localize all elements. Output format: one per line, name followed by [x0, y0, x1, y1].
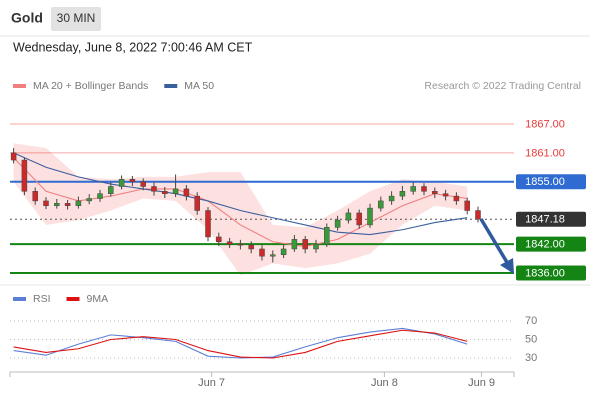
candle-body: [302, 239, 308, 250]
candle-body: [108, 186, 114, 194]
candle-body: [237, 243, 244, 246]
candle-body: [291, 239, 298, 250]
candle-body: [216, 236, 222, 243]
candle-body: [86, 198, 92, 202]
candle-body: [356, 212, 362, 226]
legend-label: RSI: [33, 293, 51, 305]
level-label: 1861.00: [525, 147, 565, 159]
candle-body: [194, 195, 200, 211]
candle-body: [97, 193, 103, 199]
legend-label: 9MA: [87, 293, 109, 305]
level-label: 1867.00: [525, 118, 565, 130]
candle-body: [226, 241, 233, 245]
x-tick-label: Jun 8: [371, 377, 398, 389]
candle-body: [129, 179, 136, 182]
x-tick-label: Jun 9: [468, 377, 495, 389]
candle-body: [43, 200, 49, 206]
candle-body: [205, 210, 211, 238]
candle-body: [64, 203, 71, 206]
level-label: 1855.00: [525, 176, 565, 188]
candle-body: [259, 248, 265, 257]
arrow-head: [500, 258, 514, 274]
level-box: [516, 174, 586, 190]
candle-body: [151, 186, 157, 192]
candle-body: [118, 179, 125, 187]
candle-body: [313, 243, 319, 250]
candle-body: [280, 248, 287, 255]
candle-body: [324, 227, 330, 245]
candle-body: [75, 200, 82, 206]
candle-body: [475, 210, 481, 220]
candle-body: [54, 203, 60, 206]
ma-line: [13, 152, 468, 236]
candle-body: [32, 191, 38, 202]
candle-body: [453, 195, 460, 202]
level-box: [516, 265, 586, 281]
datetime: Wednesday, June 8, 2022 7:00:46 AM CET: [13, 40, 253, 54]
level-label: 1836.00: [525, 267, 565, 279]
timeframe-button[interactable]: [51, 7, 101, 31]
timeframe-label[interactable]: 30 MIN: [57, 11, 96, 25]
candle-body: [378, 200, 384, 209]
candle-body: [183, 188, 190, 197]
source: Research © 2022 Trading Central: [424, 80, 581, 92]
forecast-arrow: [479, 218, 514, 274]
level-label: 1847.18: [525, 214, 565, 226]
candle-body: [399, 191, 406, 197]
y-tick-label: 70: [525, 315, 537, 327]
y-tick-label: 50: [525, 333, 537, 345]
candle-body: [421, 186, 427, 192]
indicator-line: [13, 327, 468, 359]
level-box: [516, 211, 586, 227]
y-tick-label: 30: [525, 352, 537, 364]
candle-body: [162, 191, 168, 194]
legend-label: MA 50: [184, 80, 214, 92]
candle-body: [248, 244, 254, 250]
x-tick-label: Jun 7: [198, 377, 225, 389]
candle-body: [270, 254, 276, 257]
symbol: Gold: [11, 10, 43, 26]
candle-body: [21, 159, 28, 192]
legend-label: MA 20 + Bollinger Bands: [33, 80, 148, 92]
candle-body: [388, 195, 395, 202]
candle-body: [367, 207, 373, 226]
candle-body: [464, 200, 470, 211]
candle-body: [345, 212, 352, 221]
arrow-shaft: [479, 218, 510, 265]
level-box: [516, 236, 586, 252]
candle-body: [410, 186, 416, 192]
indicator-line: [13, 329, 468, 359]
candle-body: [432, 191, 438, 194]
candle-body: [140, 181, 146, 187]
candle-body: [172, 188, 179, 194]
candle-body: [334, 219, 341, 228]
candle-body: [442, 193, 449, 197]
level-label: 1842.00: [525, 239, 565, 251]
bollinger-band: [13, 143, 468, 276]
candle-body: [10, 152, 17, 161]
